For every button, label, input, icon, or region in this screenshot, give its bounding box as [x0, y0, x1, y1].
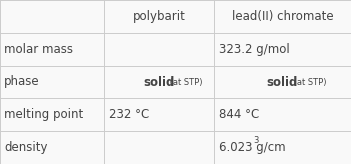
Text: molar mass: molar mass	[4, 43, 73, 56]
Text: 232 °C: 232 °C	[109, 108, 149, 121]
Text: 323.2 g/mol: 323.2 g/mol	[219, 43, 290, 56]
Text: 844 °C: 844 °C	[219, 108, 260, 121]
Text: melting point: melting point	[4, 108, 84, 121]
Text: solid: solid	[143, 75, 174, 89]
Text: solid: solid	[267, 75, 298, 89]
Text: lead(II) chromate: lead(II) chromate	[232, 10, 333, 23]
Text: polybarit: polybarit	[132, 10, 185, 23]
Text: (at STP): (at STP)	[291, 78, 327, 86]
Text: 3: 3	[254, 136, 259, 145]
Text: density: density	[4, 141, 48, 154]
Text: phase: phase	[4, 75, 40, 89]
Text: (at STP): (at STP)	[167, 78, 203, 86]
Text: 6.023 g/cm: 6.023 g/cm	[219, 141, 286, 154]
